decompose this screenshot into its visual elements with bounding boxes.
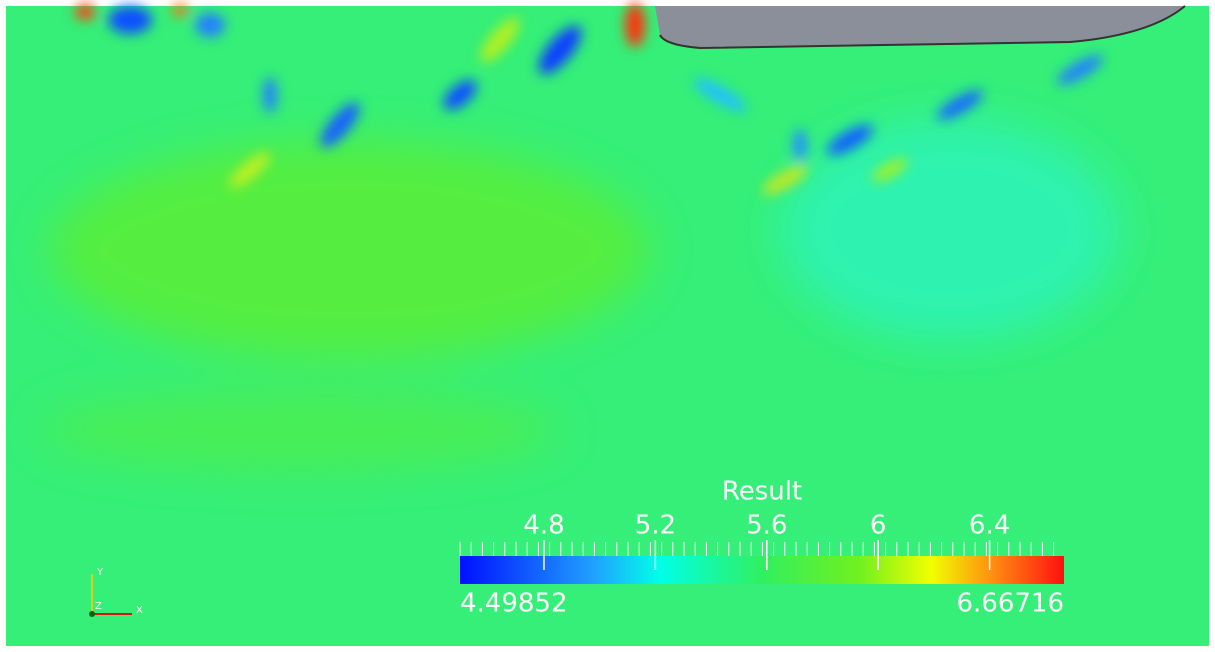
page: Y Z X Result 4.8 5.2 5.6 6 6.4 4.49852 6.66716… (0, 0, 1215, 652)
axis-label-z: Z (95, 601, 102, 612)
tick-label: 5.2 (635, 511, 676, 541)
axis-label-y: Y (96, 567, 104, 578)
axis-label-x: X (136, 605, 143, 616)
tick-label: 6 (870, 511, 887, 541)
range-max-label: 6.66716 (956, 589, 1064, 619)
tick-label: 5.6 (746, 511, 787, 541)
tick-label: 6.4 (969, 511, 1010, 541)
render-view: Y Z X Result 4.8 5.2 5.6 6 6.4 4.49852 6.66716 (0, 0, 1215, 652)
legend-title: Result (722, 477, 802, 507)
tick-label: 4.8 (523, 511, 564, 541)
range-min-label: 4.49852 (460, 589, 568, 619)
color-scale (460, 556, 1064, 584)
